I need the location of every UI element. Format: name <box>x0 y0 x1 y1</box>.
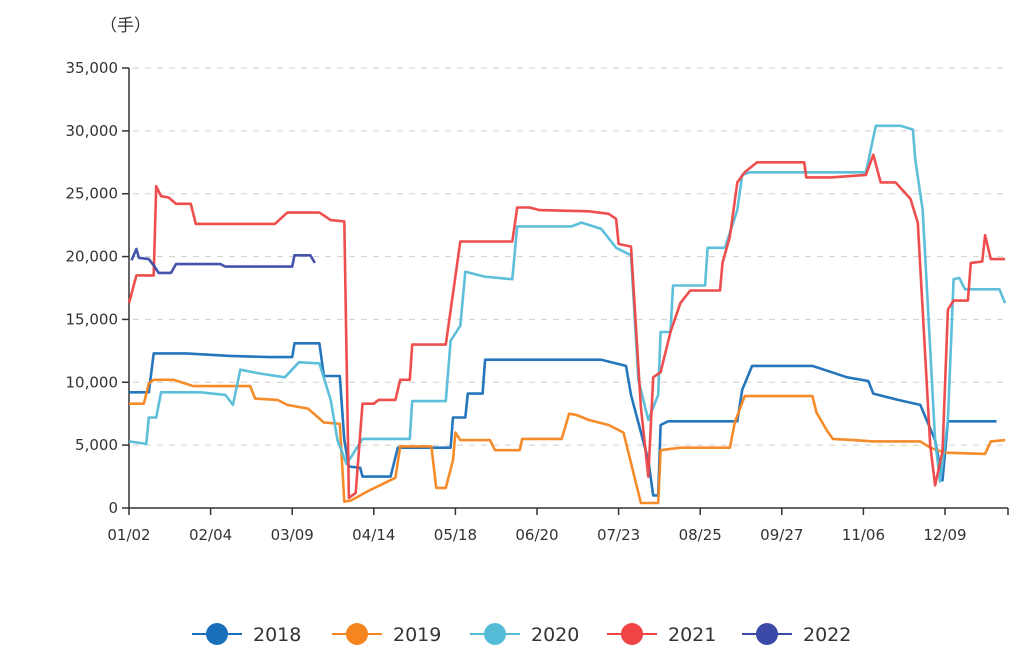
y-tick-label: 15,000 <box>66 310 119 328</box>
series-line-2022 <box>130 247 317 275</box>
gridlines <box>133 67 1008 446</box>
legend-item-2020: 2020 <box>470 623 579 646</box>
legend: 2018 2019 2020 2021 2022 <box>192 623 851 646</box>
legend-marker <box>346 623 368 645</box>
legend-item-2018: 2018 <box>192 623 301 646</box>
x-tick-label: 06/20 <box>515 526 558 544</box>
x-tick-label: 04/14 <box>352 526 395 544</box>
series-line-2021 <box>127 153 1006 500</box>
x-axis: 01/02 02/04 03/09 04/14 05/18 06/20 07/23 08/25… <box>107 507 1009 544</box>
series-lines <box>127 124 1007 505</box>
y-tick-label: 5,000 <box>75 436 118 454</box>
y-tick-label: 35,000 <box>66 59 119 77</box>
legend-label: 2020 <box>531 624 579 646</box>
y-tick-label: 0 <box>108 499 118 517</box>
legend-label: 2021 <box>668 624 716 646</box>
y-tick-label: 30,000 <box>66 122 119 140</box>
x-tick-label: 08/25 <box>679 526 722 544</box>
legend-marker <box>756 623 778 645</box>
legend-marker <box>621 623 643 645</box>
y-tick-label: 25,000 <box>66 185 119 203</box>
legend-marker <box>484 623 506 645</box>
x-tick-label: 01/02 <box>107 526 150 544</box>
x-tick-label: 02/04 <box>189 526 232 544</box>
legend-label: 2022 <box>803 624 851 646</box>
legend-label: 2018 <box>253 624 301 646</box>
y-unit-label: （手） <box>100 16 151 36</box>
legend-item-2019: 2019 <box>332 623 441 646</box>
legend-marker <box>206 623 228 645</box>
series-line-2019 <box>129 378 1006 505</box>
series-line-2018 <box>129 342 997 497</box>
y-axis: 0 5,000 10,000 15,000 20,000 25,000 30,000 35,0… <box>66 59 130 517</box>
legend-item-2022: 2022 <box>742 623 851 646</box>
legend-label: 2019 <box>393 624 441 646</box>
x-tick-label: 11/06 <box>842 526 885 544</box>
series-line-2020 <box>128 124 1007 483</box>
x-tick-label: 07/23 <box>597 526 640 544</box>
y-tick-label: 10,000 <box>66 373 119 391</box>
y-tick-label: 20,000 <box>66 248 119 266</box>
x-tick-label: 03/09 <box>271 526 314 544</box>
legend-item-2021: 2021 <box>607 623 716 646</box>
x-tick-label: 05/18 <box>434 526 477 544</box>
x-tick-label: 12/09 <box>923 526 966 544</box>
x-tick-label: 09/27 <box>760 526 803 544</box>
